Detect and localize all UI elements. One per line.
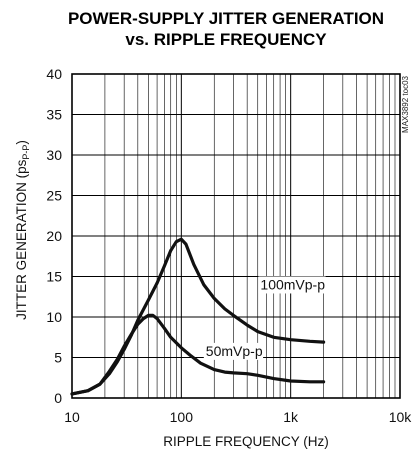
x-tick-label: 100: [170, 409, 194, 425]
series-label-background: [203, 342, 264, 360]
y-tick-label: 15: [46, 269, 62, 285]
y-tick-label: 30: [46, 147, 62, 163]
x-tick-label: 10k: [389, 409, 412, 425]
y-tick-label: 0: [54, 390, 62, 406]
series-label-background: [258, 276, 326, 294]
figure-code: MAX3892 toc03: [401, 75, 410, 132]
chart-title-line: POWER-SUPPLY JITTER GENERATION: [68, 9, 384, 28]
series-label: 50mVp-p: [206, 343, 263, 359]
y-tick-label: 40: [46, 66, 62, 82]
y-tick-label: 10: [46, 309, 62, 325]
y-tick-label: 35: [46, 107, 62, 123]
plot-frame: [71, 73, 401, 399]
x-tick-label: 1k: [283, 409, 299, 425]
x-axis-title: RIPPLE FREQUENCY (Hz): [163, 434, 329, 449]
x-tick-label: 10: [64, 409, 80, 425]
series-label: 100mVp-p: [260, 276, 325, 292]
series-line-50mvp-p: [70, 313, 326, 396]
y-axis-title-close: ): [14, 140, 29, 145]
y-tick-label: 20: [46, 228, 62, 244]
y-axis-title-main: JITTER GENERATION (ps: [14, 159, 29, 320]
y-axis-title: JITTER GENERATION (psP-P): [14, 140, 31, 320]
y-tick-label: 25: [46, 188, 62, 204]
y-axis-title-subscript: P-P: [21, 145, 31, 160]
y-tick-label: 5: [54, 350, 62, 366]
chart-title-line: vs. RIPPLE FREQUENCY: [125, 30, 327, 49]
